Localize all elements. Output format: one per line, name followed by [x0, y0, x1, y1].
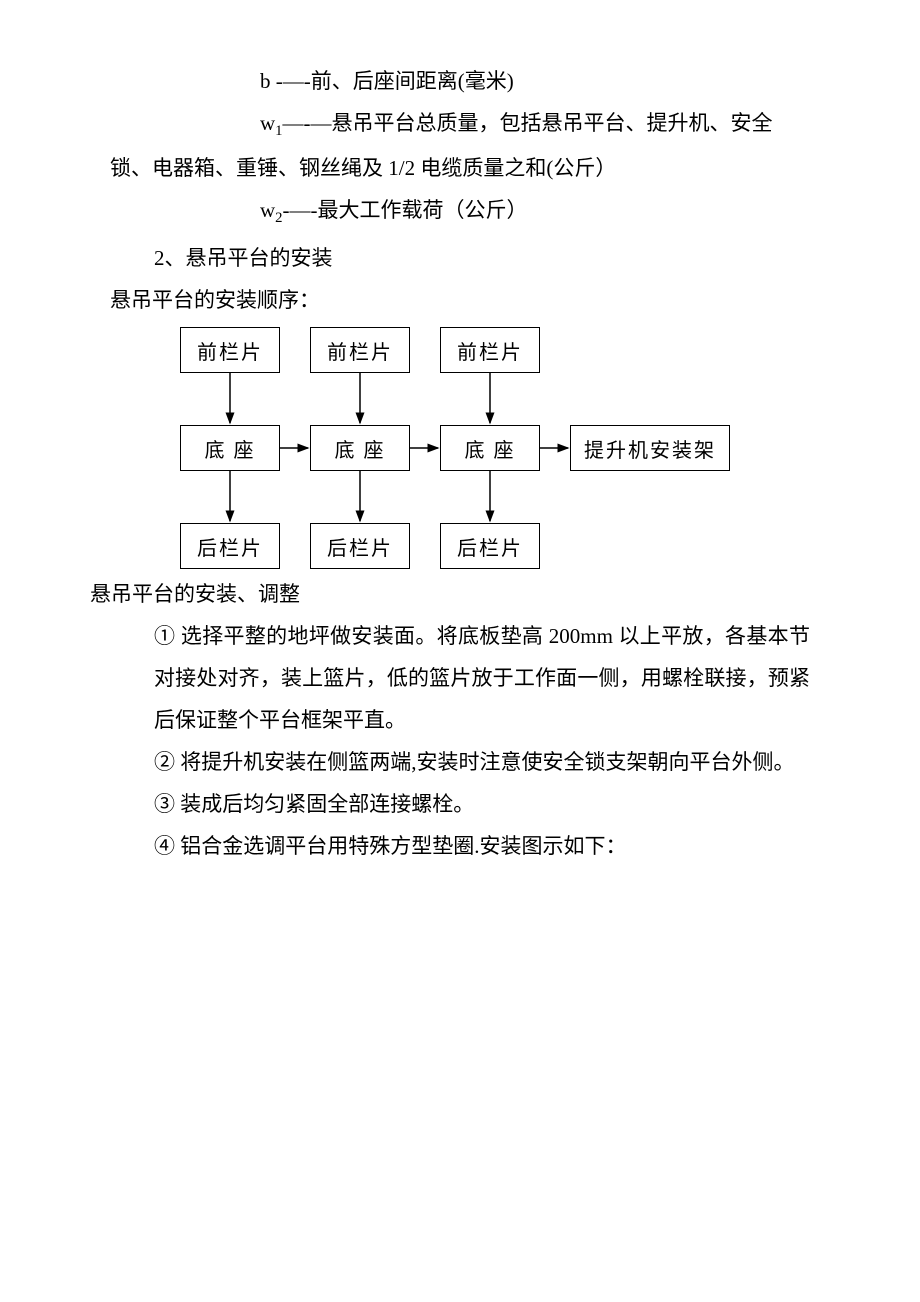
- w1-sub: 1: [275, 123, 282, 139]
- def-w1-line1: w1—-—悬吊平台总质量，包括悬吊平台、提升机、安全: [110, 102, 810, 147]
- step-4: ④ 铝合金选调平台用特殊方型垫圈.安装图示如下：: [110, 825, 810, 867]
- adjust-label: 悬吊平台的安装、调整: [90, 573, 810, 615]
- w2-sub: 2: [275, 210, 282, 226]
- step-2: ② 将提升机安装在侧篮两端,安装时注意使安全锁支架朝向平台外侧。: [110, 741, 810, 783]
- step-3: ③ 装成后均匀紧固全部连接螺栓。: [110, 783, 810, 825]
- step-1: ① 选择平整的地坪做安装面。将底板垫高 200mm 以上平放，各基本节对接处对齐…: [110, 615, 810, 741]
- node-bot-0: 后栏片: [180, 523, 280, 569]
- node-mid-3: 提升机安装架: [570, 425, 730, 471]
- node-top-1: 前栏片: [310, 327, 410, 373]
- w1-var: w: [260, 111, 275, 135]
- node-bot-2: 后栏片: [440, 523, 540, 569]
- def-w2: w2-—-最大工作载荷（公斤）: [110, 189, 810, 234]
- def-w1-line2: 锁、电器箱、重锤、钢丝绳及 1/2 电缆质量之和(公斤）: [110, 147, 810, 189]
- node-mid-0: 底 座: [180, 425, 280, 471]
- w1-rest: —-—悬吊平台总质量，包括悬吊平台、提升机、安全: [283, 111, 773, 135]
- node-mid-1: 底 座: [310, 425, 410, 471]
- node-bot-1: 后栏片: [310, 523, 410, 569]
- def-b: b -—-前、后座间距离(毫米): [110, 60, 810, 102]
- section-title: 2、悬吊平台的安装: [110, 237, 810, 279]
- node-top-0: 前栏片: [180, 327, 280, 373]
- flowchart: 前栏片 前栏片 前栏片 底 座 底 座 底 座 提升机安装架 后栏片 后栏片 后…: [170, 327, 790, 567]
- order-label: 悬吊平台的安装顺序：: [110, 279, 810, 321]
- node-mid-2: 底 座: [440, 425, 540, 471]
- node-top-2: 前栏片: [440, 327, 540, 373]
- page: b -—-前、后座间距离(毫米) w1—-—悬吊平台总质量，包括悬吊平台、提升机…: [0, 0, 920, 1302]
- w2-var: w: [260, 198, 275, 222]
- w2-rest: -—-最大工作载荷（公斤）: [283, 198, 528, 222]
